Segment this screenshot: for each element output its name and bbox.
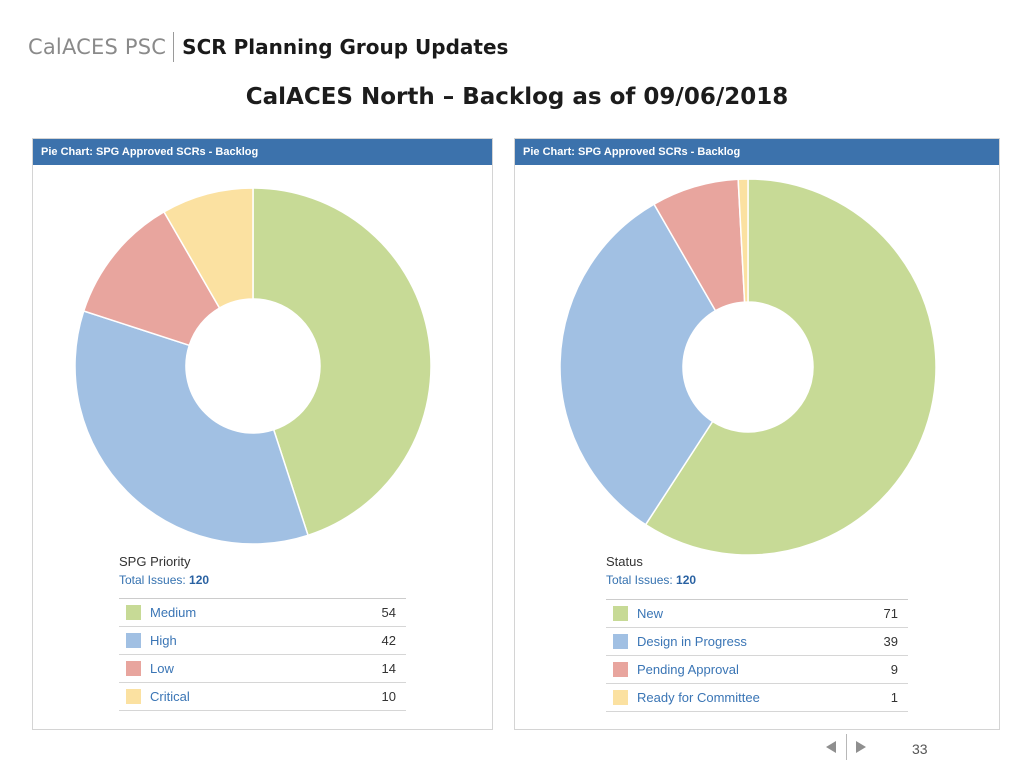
- legend-row[interactable]: Design in Progress 39: [606, 628, 908, 656]
- slide-title: CalACES North – Backlog as of 09/06/2018: [245, 84, 789, 110]
- priority-donut-chart: [74, 187, 432, 545]
- legend-swatch: [126, 633, 141, 648]
- legend-label[interactable]: Critical: [150, 689, 190, 704]
- priority-legend: Medium 54 High 42 Low 14 Critical 10: [119, 598, 406, 711]
- total-issues: Total Issues: 120: [119, 573, 209, 587]
- slice-medium[interactable]: [252, 187, 432, 537]
- legend-swatch: [613, 606, 628, 621]
- legend-swatch: [126, 661, 141, 676]
- brand-label: CalACES PSC: [28, 32, 175, 62]
- legend-swatch: [613, 662, 628, 677]
- legend-label[interactable]: Medium: [150, 605, 197, 620]
- legend-row[interactable]: New 71: [606, 600, 908, 628]
- pager-divider: [846, 734, 847, 760]
- legend-label[interactable]: Pending Approval: [637, 662, 739, 677]
- legend-label[interactable]: Ready for Committee: [637, 690, 760, 705]
- legend-count: 71: [883, 606, 898, 621]
- slice-design-in-progress[interactable]: [559, 203, 717, 526]
- page-number: 33: [912, 741, 928, 757]
- total-issues: Total Issues: 120: [606, 573, 696, 587]
- total-issues-value: 120: [189, 573, 210, 587]
- status-legend: New 71 Design in Progress 39 Pending Approva…: [606, 599, 908, 712]
- slice-new[interactable]: [644, 178, 937, 556]
- legend-row[interactable]: Pending Approval 9: [606, 656, 908, 684]
- panel-title: Pie Chart: SPG Approved SCRs - Backlog: [515, 139, 999, 165]
- legend-swatch: [613, 690, 628, 705]
- slide-header: CalACES PSC SCR Planning Group Updates: [28, 32, 508, 62]
- legend-row[interactable]: Ready for Committee 1: [606, 684, 908, 712]
- status-donut-chart: [559, 178, 937, 556]
- legend-label[interactable]: New: [637, 606, 664, 621]
- legend-row[interactable]: Medium 54: [119, 599, 406, 627]
- next-slide-arrow-icon[interactable]: [856, 741, 866, 753]
- section-title: SCR Planning Group Updates: [182, 35, 509, 59]
- legend-swatch: [126, 689, 141, 704]
- total-issues-value: 120: [676, 573, 697, 587]
- slice-high[interactable]: [74, 310, 309, 545]
- priority-chart-panel: Pie Chart: SPG Approved SCRs - Backlog S…: [32, 138, 493, 730]
- legend-row[interactable]: Low 14: [119, 655, 406, 683]
- legend-count: 14: [381, 661, 396, 676]
- legend-count: 39: [883, 634, 898, 649]
- slice-ready-for-committee[interactable]: [737, 178, 749, 303]
- legend-swatch: [613, 634, 628, 649]
- total-issues-label: Total Issues:: [119, 573, 186, 587]
- dimension-label: SPG Priority: [119, 554, 191, 569]
- legend-count: 54: [381, 605, 396, 620]
- previous-slide-arrow-icon[interactable]: [826, 741, 836, 753]
- status-chart-panel: Pie Chart: SPG Approved SCRs - Backlog S…: [514, 138, 1000, 730]
- legend-swatch: [126, 605, 141, 620]
- slice-critical[interactable]: [162, 187, 254, 310]
- legend-count: 1: [890, 690, 898, 705]
- total-issues-label: Total Issues:: [606, 573, 673, 587]
- slide-pager: [820, 734, 880, 760]
- legend-count: 9: [890, 662, 898, 677]
- legend-label[interactable]: Low: [150, 661, 174, 676]
- dimension-label: Status: [606, 554, 643, 569]
- legend-row[interactable]: Critical 10: [119, 683, 406, 711]
- panel-title: Pie Chart: SPG Approved SCRs - Backlog: [33, 139, 492, 165]
- legend-label[interactable]: High: [150, 633, 177, 648]
- legend-row[interactable]: High 42: [119, 627, 406, 655]
- legend-label[interactable]: Design in Progress: [637, 634, 747, 649]
- legend-count: 10: [381, 689, 396, 704]
- legend-count: 42: [381, 633, 396, 648]
